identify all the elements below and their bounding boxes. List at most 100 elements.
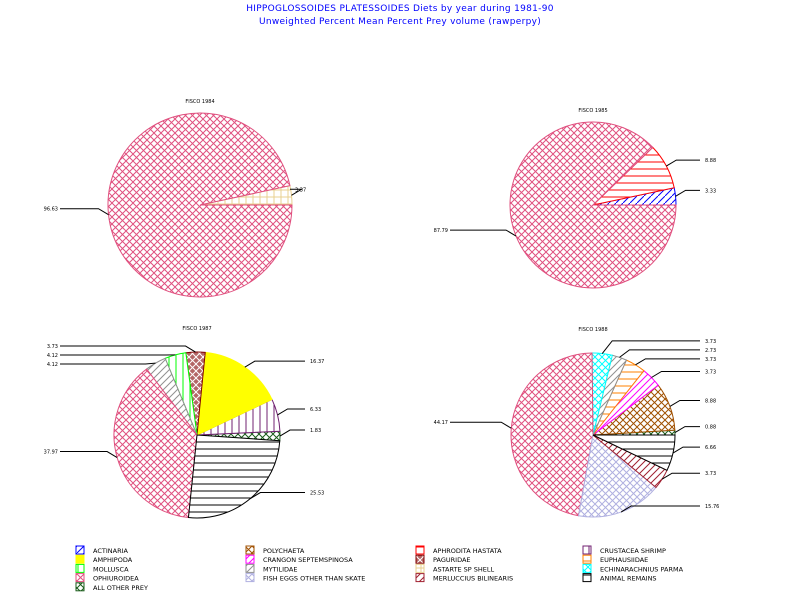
leader-line [635,358,700,366]
leader-line [661,472,700,480]
leader-line [60,208,109,216]
slice-label: 0.88 [705,425,716,431]
leader-line [60,451,118,458]
pie-slice [187,434,281,519]
legend-label: OPHIUROIDEA [93,575,139,583]
slice-label: 15.76 [705,504,719,510]
leader-line [620,505,700,513]
legend-label: ECHINARACHNIUS PARMA [600,565,684,573]
legend-swatch [415,545,425,555]
legend-label: ACTINARIA [93,547,129,555]
legend-label: FISH EGGS OTHER THAN SKATE [263,575,365,583]
legend-label: ASTARTE SP SHELL [433,565,495,573]
slice-label: 37.97 [44,450,58,456]
leader-line [277,408,305,416]
legend-label: POLYCHAETA [263,547,305,555]
legend-swatch [245,573,255,583]
pie-title: FISCO 1985 [578,108,607,114]
legend-label: APHRODITA HASTATA [433,547,502,555]
legend-swatch [415,554,425,564]
legend-item: ANIMAL REMAINS [582,573,657,583]
legend-item: ECHINARACHNIUS PARMA [582,563,684,573]
legend-label: CRUSTACEA SHRIMP [600,547,666,555]
legend-label: ANIMAL REMAINS [600,575,657,583]
legend-label: MYTILIDAE [263,565,297,573]
slice-label: 3.73 [705,471,716,477]
pie-slice [592,434,676,471]
legend-item: EUPHAUSIIDAE [582,554,648,564]
legend-item: PAGURIDAE [415,554,471,564]
leader-line [60,362,156,365]
legend-item: MERLUCCIUS BILINEARIS [415,573,513,583]
legend-item: ASTARTE SP SHELL [415,563,495,573]
legend-label: PAGURIDAE [433,556,471,564]
pie-chart: FISCO 1985 3.33 8.88 87.79 [434,108,716,289]
legend-label: ALL OTHER PREY [93,584,148,592]
pie-slice [510,352,594,517]
pie-slice [577,434,657,518]
slice-label: 3.73 [47,344,58,350]
legend-swatch [415,563,425,573]
slice-label: 6.33 [310,407,321,413]
legend-swatch [75,573,85,583]
pie-chart: FISCO 1984 3.37 96.63 [44,99,306,298]
legend-swatch [75,582,85,592]
legend-swatch [415,573,425,583]
slice-label: 1.83 [310,428,321,434]
slice-label: 44.17 [434,420,448,426]
legend-label: AMPHIPODA [93,556,133,564]
legend-label: MOLLUSCA [93,565,129,573]
slice-label: 3.73 [705,339,716,345]
legend-item: AMPHIPODA [75,554,133,564]
leader-line [450,229,517,237]
legend-swatch [582,554,592,564]
leader-line [674,426,700,434]
slice-label: 16.37 [310,359,324,365]
slice-label: 25.53 [310,491,324,497]
legend-label: EUPHAUSIIDAE [600,556,648,564]
legend-swatch [75,545,85,555]
slice-label: 2.73 [705,348,716,354]
legend-swatch [245,545,255,555]
legend-item: CRANGON SEPTEMSPINOSA [245,554,353,564]
legend-item: ALL OTHER PREY [75,582,148,592]
pie-title: FISCO 1984 [185,99,214,105]
legend-item: ACTINARIA [75,545,129,555]
slice-label: 4.12 [47,353,58,359]
leader-line [669,399,700,407]
pie-slice [113,368,198,519]
leader-line [672,446,700,454]
legend-label: MERLUCCIUS BILINEARIS [433,575,513,583]
legend-item: POLYCHAETA [245,545,305,555]
slice-label: 4.12 [47,362,58,368]
legend-swatch [245,554,255,564]
legend-item: CRUSTACEA SHRIMP [582,545,666,555]
leader-line [450,421,512,429]
slice-label: 8.88 [705,158,716,164]
leader-line [601,340,700,354]
slice-label: 3.33 [705,188,716,194]
slice-label: 6.66 [705,445,716,451]
slice-label: 8.88 [705,398,716,404]
leader-line [675,189,700,197]
legend-swatch [582,573,592,583]
legend-item: APHRODITA HASTATA [415,545,502,555]
legend-swatch [75,554,85,564]
legend-label: CRANGON SEPTEMSPINOSA [263,556,353,564]
leader-line [60,345,196,353]
legend-item: FISH EGGS OTHER THAN SKATE [245,573,365,583]
leader-line [666,159,700,167]
pie-title: FISCO 1987 [182,326,211,332]
legend-item: MOLLUSCA [75,563,129,573]
leader-line [279,429,305,437]
pie-title: FISCO 1988 [578,327,607,333]
leader-line [250,492,305,499]
slice-label: 96.63 [44,207,58,213]
slice-label: 3.73 [705,370,716,376]
legend-swatch [582,563,592,573]
legend-item: OPHIUROIDEA [75,573,139,583]
legend-swatch [75,563,85,573]
leader-line [619,349,700,358]
